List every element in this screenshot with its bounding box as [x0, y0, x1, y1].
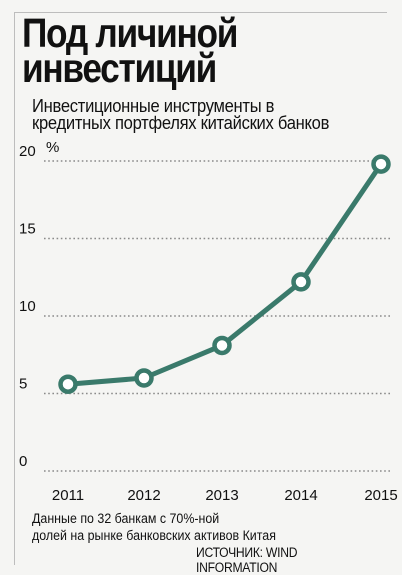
- x-tick-label: 2011: [52, 487, 84, 504]
- data-point: [371, 154, 391, 174]
- chart-frame: [14, 12, 387, 565]
- chart-subtitle-line-2: кредитных портфелях китайских банков: [32, 113, 330, 133]
- x-tick-label: 2012: [127, 487, 160, 504]
- x-tick-label: 2013: [205, 487, 238, 504]
- data-point: [291, 272, 311, 292]
- data-point: [58, 374, 78, 394]
- footnote: Данные по 32 банкам с 70%-ной долей на р…: [32, 510, 276, 544]
- footnote-line-2: долей на рынке банковских активов Китая: [32, 528, 276, 543]
- x-tick-label: 2014: [284, 487, 317, 504]
- data-point: [212, 335, 232, 356]
- y-tick-label: 0: [19, 453, 27, 470]
- y-tick-label: 10: [19, 298, 36, 315]
- chart-subtitle-line-1: Инвестиционные инструменты в: [32, 96, 275, 116]
- data-point: [134, 368, 154, 388]
- series-group: [58, 154, 391, 394]
- source-note: ИСТОЧНИК: WIND INFORMATION: [196, 545, 298, 575]
- y-tick-label: 20: [19, 143, 36, 160]
- y-axis-unit: %: [46, 139, 60, 156]
- y-tick-label: 5: [19, 376, 27, 393]
- y-tick-label: 15: [19, 221, 36, 238]
- chart-subtitle: Инвестиционные инструменты в кредитных по…: [32, 96, 400, 133]
- chart-title-line-1: Под личиной: [22, 10, 238, 56]
- gridlines: [44, 160, 392, 472]
- chart-title-text: Под личиной инвестиций: [22, 10, 366, 91]
- chart-title: Под личиной инвестиций: [22, 10, 366, 91]
- y-tick-labels: 20 15 10 5 0: [19, 143, 36, 470]
- footnote-line-1: Данные по 32 банкам с 70%-ной: [32, 511, 220, 526]
- x-tick-labels: 2011 2012 2013 2014 2015: [52, 487, 398, 504]
- x-tick-label: 2015: [364, 487, 397, 504]
- chart-title-line-2: инвестиций: [22, 45, 217, 91]
